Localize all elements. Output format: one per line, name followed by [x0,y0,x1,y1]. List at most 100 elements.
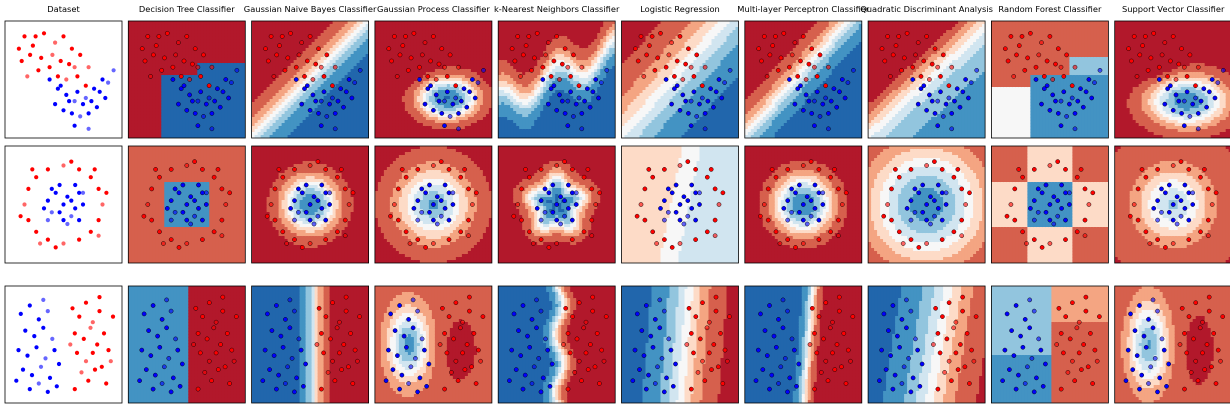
surface-cell [128,21,132,25]
surface-cell [302,126,307,130]
surface-cell [362,135,367,138]
surface-cell [504,48,508,52]
surface-cell [476,45,481,49]
surface-cell [317,108,322,112]
surface-cell [413,27,418,31]
surface-cell [176,48,180,52]
point-class-1 [184,107,190,113]
surface-cell [218,30,222,34]
surface-cell [185,93,189,97]
point-class-1 [470,77,475,82]
surface-cell [176,69,180,73]
surface-cell [188,129,192,133]
surface-cell [299,114,304,118]
surface-cell [314,75,319,79]
surface-cell [128,33,132,37]
surface-cell [449,27,454,31]
surface-cell [434,105,439,109]
surface-cell [236,78,240,82]
surface-cell [296,90,301,94]
surface-cell [158,114,162,118]
surface-cell [164,117,168,121]
surface-cell [179,48,183,52]
surface-cell [498,66,502,70]
surface-cell [338,75,343,79]
surface-cell [278,51,283,55]
surface-cell [200,126,204,130]
surface-cell [419,114,424,118]
surface-cell [290,96,295,100]
surface-cell [221,60,225,64]
surface-cell [359,126,364,130]
surface-cell [510,90,514,94]
surface-cell [476,111,481,115]
surface-cell [227,123,231,127]
surface-cell [350,84,355,88]
surface-cell [236,114,240,118]
surface-cell [182,123,186,127]
surface-cell [182,81,186,85]
surface-cell [350,117,355,121]
surface-cell [470,96,475,100]
surface-cell [332,48,337,52]
surface-cell [275,111,280,115]
surface-cell [443,36,448,40]
surface-cell [143,96,147,100]
surface-cell [395,66,400,70]
surface-cell [380,135,385,138]
surface-cell [473,132,478,136]
surface-cell [209,135,213,138]
surface-cell [504,99,508,103]
surface-cell [476,87,481,91]
surface-cell [377,36,382,40]
surface-cell [221,135,225,138]
surface-cell [407,102,412,106]
surface-cell [230,114,234,118]
surface-cell [404,24,409,28]
surface-cell [299,93,304,97]
surface-cell [377,81,382,85]
surface-cell [143,39,147,43]
surface-cell [128,126,132,130]
surface-cell [239,75,243,79]
surface-cell [149,54,153,58]
surface-cell [353,90,358,94]
surface-cell [356,54,361,58]
surface-cell [164,126,168,130]
point-class-0 [75,74,80,79]
surface-cell [251,33,256,37]
surface-cell [272,33,277,37]
surface-cell [452,126,457,130]
surface-cell [476,120,481,124]
surface-cell [326,96,331,100]
surface-cell [215,60,219,64]
surface-cell [410,114,415,118]
surface-cell [470,69,475,73]
surface-cell [164,48,168,52]
point-class-0 [145,34,151,39]
surface-cell [473,39,478,43]
surface-cell [359,81,364,85]
surface-cell [251,75,256,79]
surface-cell [146,90,150,94]
surface-cell [389,72,394,76]
surface-cell [344,39,349,43]
surface-cell [461,132,466,136]
surface-cell [182,51,186,55]
surface-cell [485,87,490,91]
surface-cell [269,21,274,25]
surface-cell [510,60,514,64]
surface-cell [440,36,445,40]
surface-cell [479,30,484,34]
surface-cell [308,45,313,49]
surface-cell [128,39,132,43]
surface-cell [179,102,183,106]
surface-cell [275,123,280,127]
surface-cell [407,117,412,121]
surface-cell [236,24,240,28]
surface-cell [302,21,307,25]
surface-cell [311,111,316,115]
surface-cell [185,66,189,70]
surface-cell [209,48,213,52]
surface-cell [362,36,367,40]
